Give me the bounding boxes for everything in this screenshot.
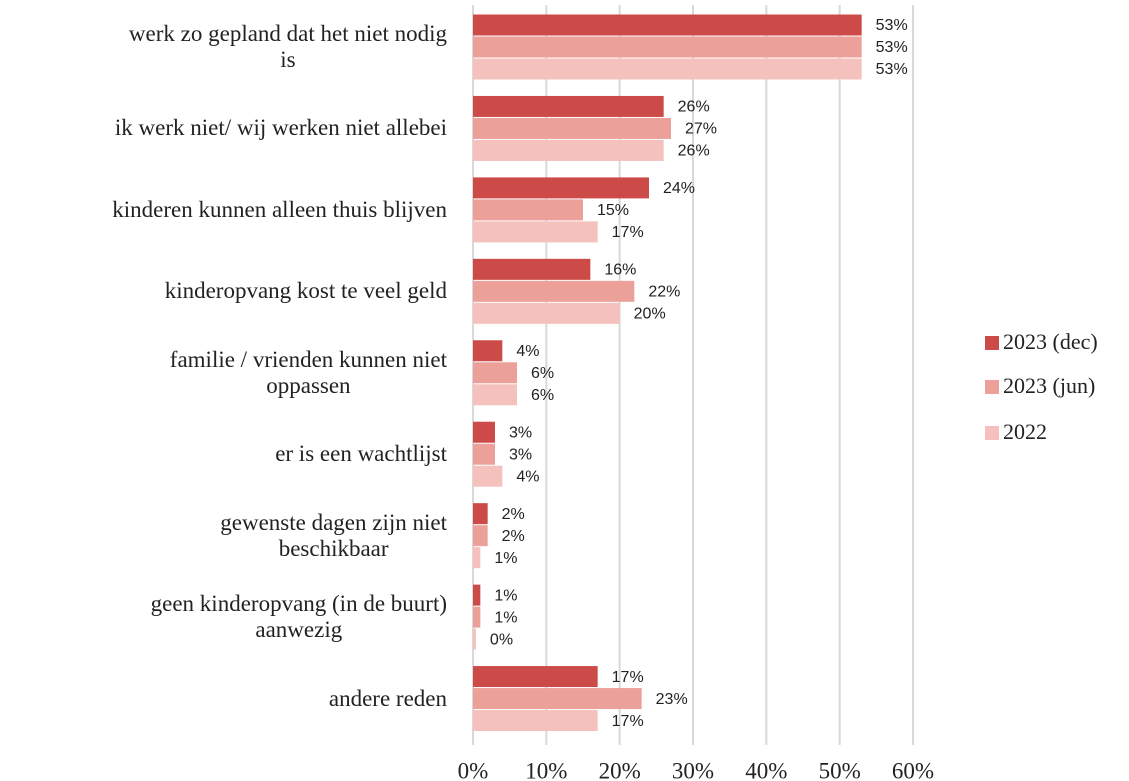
- bar: [473, 384, 517, 406]
- x-tick-label: 0%: [458, 758, 489, 781]
- category-label-line: kinderen kunnen alleen thuis blijven: [112, 196, 447, 222]
- bar: [473, 95, 664, 117]
- bar: [473, 36, 862, 58]
- value-label: 53%: [876, 17, 908, 34]
- bar: [473, 177, 649, 199]
- value-label: 15%: [597, 202, 629, 219]
- value-label: 17%: [612, 224, 644, 241]
- legend-label: 2023 (jun): [1003, 373, 1095, 398]
- bar: [473, 547, 481, 569]
- category-label-line: familie / vrienden kunnen niet: [169, 346, 447, 372]
- bar: [473, 14, 862, 36]
- value-label: 17%: [612, 669, 644, 686]
- bar: [473, 525, 488, 547]
- legend-swatch: [985, 380, 999, 394]
- category-label-line: oppassen: [266, 372, 351, 398]
- legend-label: 2022: [1003, 419, 1047, 444]
- value-label: 53%: [876, 39, 908, 56]
- bar: [473, 503, 488, 525]
- value-label: 0%: [490, 631, 513, 648]
- bar: [473, 421, 495, 443]
- value-label: 22%: [648, 284, 680, 301]
- category-label: gewenste dagen zijn niet beschikbaar: [220, 506, 447, 566]
- value-label: 2%: [502, 506, 525, 523]
- bar: [473, 199, 583, 221]
- value-label: 26%: [678, 99, 710, 116]
- bar: [473, 666, 598, 688]
- value-label: 20%: [634, 306, 666, 323]
- value-label: 16%: [604, 262, 636, 279]
- value-label: 1%: [494, 587, 517, 604]
- value-label: 24%: [663, 180, 695, 197]
- category-label-line: aanwezig: [255, 617, 343, 643]
- bar: [473, 280, 635, 302]
- value-label: 27%: [685, 121, 717, 138]
- value-label: 53%: [876, 61, 908, 78]
- bar: [473, 443, 495, 465]
- category-label-line: beschikbaar: [278, 535, 389, 561]
- x-tick-label: 50%: [819, 758, 861, 781]
- value-label: 6%: [531, 387, 554, 404]
- category-label-line: gewenste dagen zijn niet: [220, 509, 447, 535]
- x-tick-label: 60%: [892, 758, 934, 781]
- legend-label: 2023 (dec): [1003, 329, 1098, 354]
- category-label-line: werk zo gepland dat het niet nodig: [128, 21, 447, 46]
- category-label-line: er is een wachtlijst: [275, 441, 447, 467]
- category-label: ik werk niet/ wij werken niet allebei: [115, 98, 447, 158]
- value-label: 26%: [678, 143, 710, 160]
- category-label: familie / vrienden kunnen niet oppassen: [170, 343, 447, 403]
- legend-swatch: [985, 426, 999, 440]
- bar: [473, 362, 517, 384]
- legend-swatch: [985, 336, 999, 350]
- value-label: 2%: [502, 528, 525, 545]
- category-label-line: ik werk niet/ wij werken niet allebei: [114, 115, 447, 141]
- bar: [473, 606, 481, 628]
- bar: [473, 139, 664, 161]
- bar: [473, 258, 591, 280]
- category-label: kinderopvang kost te veel geld: [165, 261, 447, 321]
- category-label: er is een wachtlijst: [275, 424, 447, 484]
- category-label: werk zo gepland dat het niet nodig is: [129, 17, 447, 77]
- bar: [473, 340, 503, 362]
- category-label: kinderen kunnen alleen thuis blijven: [112, 180, 447, 240]
- x-tick-label: 10%: [525, 758, 567, 781]
- value-label: 1%: [494, 609, 517, 626]
- bar: [473, 688, 642, 710]
- category-label: geen kinderopvang (in de buurt) aanwezig: [151, 587, 447, 647]
- x-tick-label: 20%: [599, 758, 641, 781]
- value-label: 17%: [612, 713, 644, 730]
- value-label: 6%: [531, 365, 554, 382]
- bar: [473, 302, 620, 324]
- bar: [473, 465, 503, 487]
- bar: [473, 58, 862, 80]
- bar: [473, 628, 476, 650]
- category-label-line: kinderopvang kost te veel geld: [164, 278, 447, 304]
- value-label: 4%: [516, 343, 539, 360]
- category-label: andere reden: [329, 669, 447, 729]
- category-label-line: andere reden: [328, 685, 447, 711]
- x-tick-label: 40%: [745, 758, 787, 781]
- value-label: 3%: [509, 446, 532, 463]
- bar: [473, 584, 481, 606]
- bar: [473, 710, 598, 732]
- value-label: 1%: [494, 550, 517, 567]
- category-label-line: is: [280, 47, 296, 72]
- x-tick-label: 30%: [672, 758, 714, 781]
- bar: [473, 221, 598, 243]
- value-label: 4%: [516, 468, 539, 485]
- value-label: 23%: [656, 691, 688, 708]
- category-label-line: geen kinderopvang (in de buurt): [150, 591, 447, 617]
- value-label: 3%: [509, 424, 532, 441]
- bar: [473, 117, 671, 139]
